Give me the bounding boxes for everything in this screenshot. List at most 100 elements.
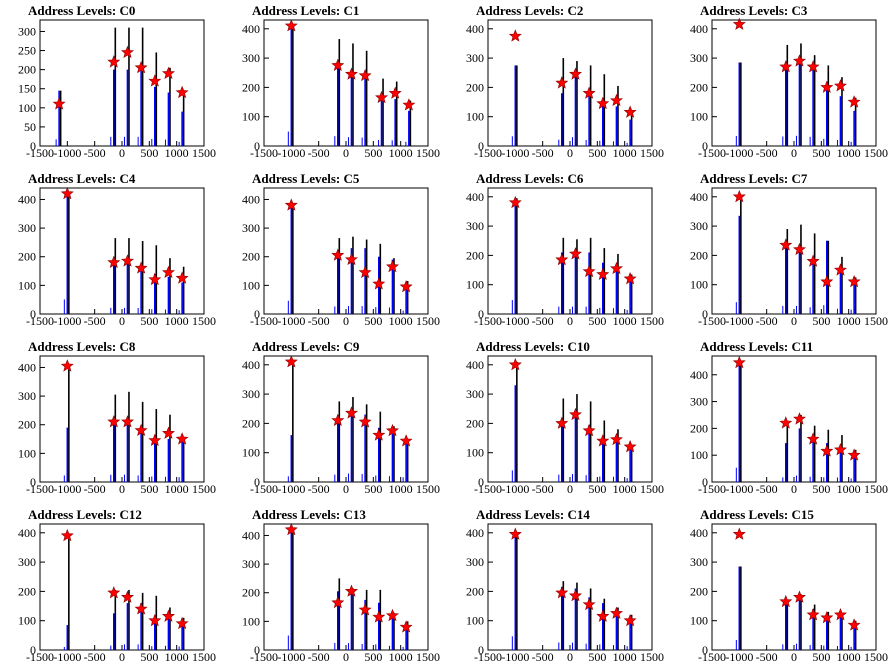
y-tick-label: 0 [254,643,260,657]
x-tick-label: 1500 [416,650,440,664]
x-tick-label: -500 [308,146,330,160]
x-tick-label: 1000 [613,146,637,160]
chart-title: Address Levels: C15 [700,507,814,522]
y-tick-label: 300 [18,389,36,403]
peak-marker-star [582,86,596,99]
peak-marker-star [388,86,402,99]
peak-marker-star [121,45,134,58]
peak-marker-star [610,261,623,275]
y-tick-label: 0 [478,139,484,153]
y-tick-label: 100 [690,614,708,628]
peak-marker-star [399,279,413,293]
x-tick-label: -500 [308,650,330,664]
chart-title: Address Levels: C8 [28,339,136,354]
x-tick-label: 1500 [192,650,216,664]
x-tick-label: -1000 [277,650,305,664]
peak-marker-star [345,584,358,597]
chart-panel-1: Address Levels: C1 0 100 200 300 400 -1500 -100… [242,3,440,160]
x-tick-label: -1500 [26,146,54,160]
y-tick-label: 250 [18,44,36,58]
x-tick-label: -500 [84,650,106,664]
chart-panel-10: Address Levels: C10 0 100 200 300 400 -1500 -10… [466,339,664,496]
x-tick-label: 0 [343,650,349,664]
x-tick-label: 1500 [416,146,440,160]
x-tick-label: -1000 [725,482,753,496]
peak-marker-star [508,29,522,42]
y-tick-label: 0 [30,643,36,657]
chart-panel-14: Address Levels: C14 0 100 200 300 400 -1500 -10… [466,507,664,664]
x-tick-label: -1000 [501,482,529,496]
peak-marker-star [331,248,345,261]
peak-marker-star [121,590,134,603]
y-tick-label: 100 [690,278,708,292]
x-tick-label: 1000 [837,482,861,496]
peak-marker-star [569,588,582,602]
y-tick-label: 200 [690,248,708,262]
y-tick-label: 200 [690,80,708,94]
peak-marker-star [732,355,746,369]
peak-marker-star [806,432,820,445]
x-tick-label: -1000 [725,650,753,664]
x-tick-label: 1500 [864,314,888,328]
y-tick-label: 0 [30,307,36,321]
peak-marker-star [284,355,298,368]
y-tick-label: 100 [18,614,36,628]
x-tick-label: 0 [119,314,125,328]
chart-title: Address Levels: C6 [476,171,584,186]
peak-marker-star [555,586,569,599]
chart-panel-5: Address Levels: C5 0 100 200 300 400 -1500 -100… [242,171,440,328]
x-tick-label: -500 [532,314,554,328]
peak-marker-star [134,423,148,436]
peak-marker-star [284,198,298,211]
x-tick-label: 1500 [192,314,216,328]
peak-marker-star [569,67,582,80]
x-tick-label: 1500 [640,314,664,328]
x-tick-label: -1500 [250,314,278,328]
y-tick-label: 200 [18,250,36,264]
peak-marker-star [386,608,399,622]
x-tick-label: 0 [791,650,797,664]
x-tick-label: 1000 [613,482,637,496]
x-tick-label: 500 [588,146,606,160]
x-tick-label: 1500 [416,482,440,496]
y-tick-label: 300 [18,221,36,235]
x-tick-label: -1500 [474,314,502,328]
x-tick-label: -1500 [474,146,502,160]
y-tick-label: 400 [466,358,484,372]
x-tick-label: 1000 [389,146,413,160]
x-tick-label: 1500 [640,482,664,496]
x-tick-label: -1000 [277,314,305,328]
x-tick-label: 500 [140,314,158,328]
y-tick-label: 400 [690,22,708,36]
x-tick-label: 500 [364,314,382,328]
y-tick-label: 200 [18,418,36,432]
x-tick-label: 500 [364,650,382,664]
x-tick-label: 0 [343,482,349,496]
peak-marker-star [596,609,610,622]
peak-marker-star [732,17,746,30]
x-tick-label: 0 [119,482,125,496]
peak-marker-star [372,277,386,290]
peak-marker-star [806,60,820,73]
y-tick-label: 400 [242,528,260,542]
peak-marker-star [610,606,623,619]
chart-panel-0: Address Levels: C0 0 50 100 150 200 250 300 -150… [18,3,216,160]
chart-panel-3: Address Levels: C3 0 100 200 300 400 -1500 -100… [690,3,888,160]
peak-marker-star [508,357,522,371]
x-tick-label: -500 [84,482,106,496]
peak-marker-star [134,261,148,274]
y-tick-label: 100 [242,278,260,292]
x-tick-label: -1500 [698,146,726,160]
chart-panel-9: Address Levels: C9 0 100 200 300 400 -1500 -100… [242,339,440,496]
peak-marker-star [284,19,298,32]
x-tick-label: 1500 [640,146,664,160]
peak-marker-star [820,80,834,93]
x-tick-label: -1500 [698,314,726,328]
peak-marker-star [732,189,746,203]
peak-marker-star [834,607,847,621]
y-tick-label: 400 [242,192,260,206]
peak-marker-star [834,263,847,276]
x-tick-label: -500 [84,146,106,160]
x-tick-label: -1000 [501,314,529,328]
x-tick-label: -1500 [26,650,54,664]
